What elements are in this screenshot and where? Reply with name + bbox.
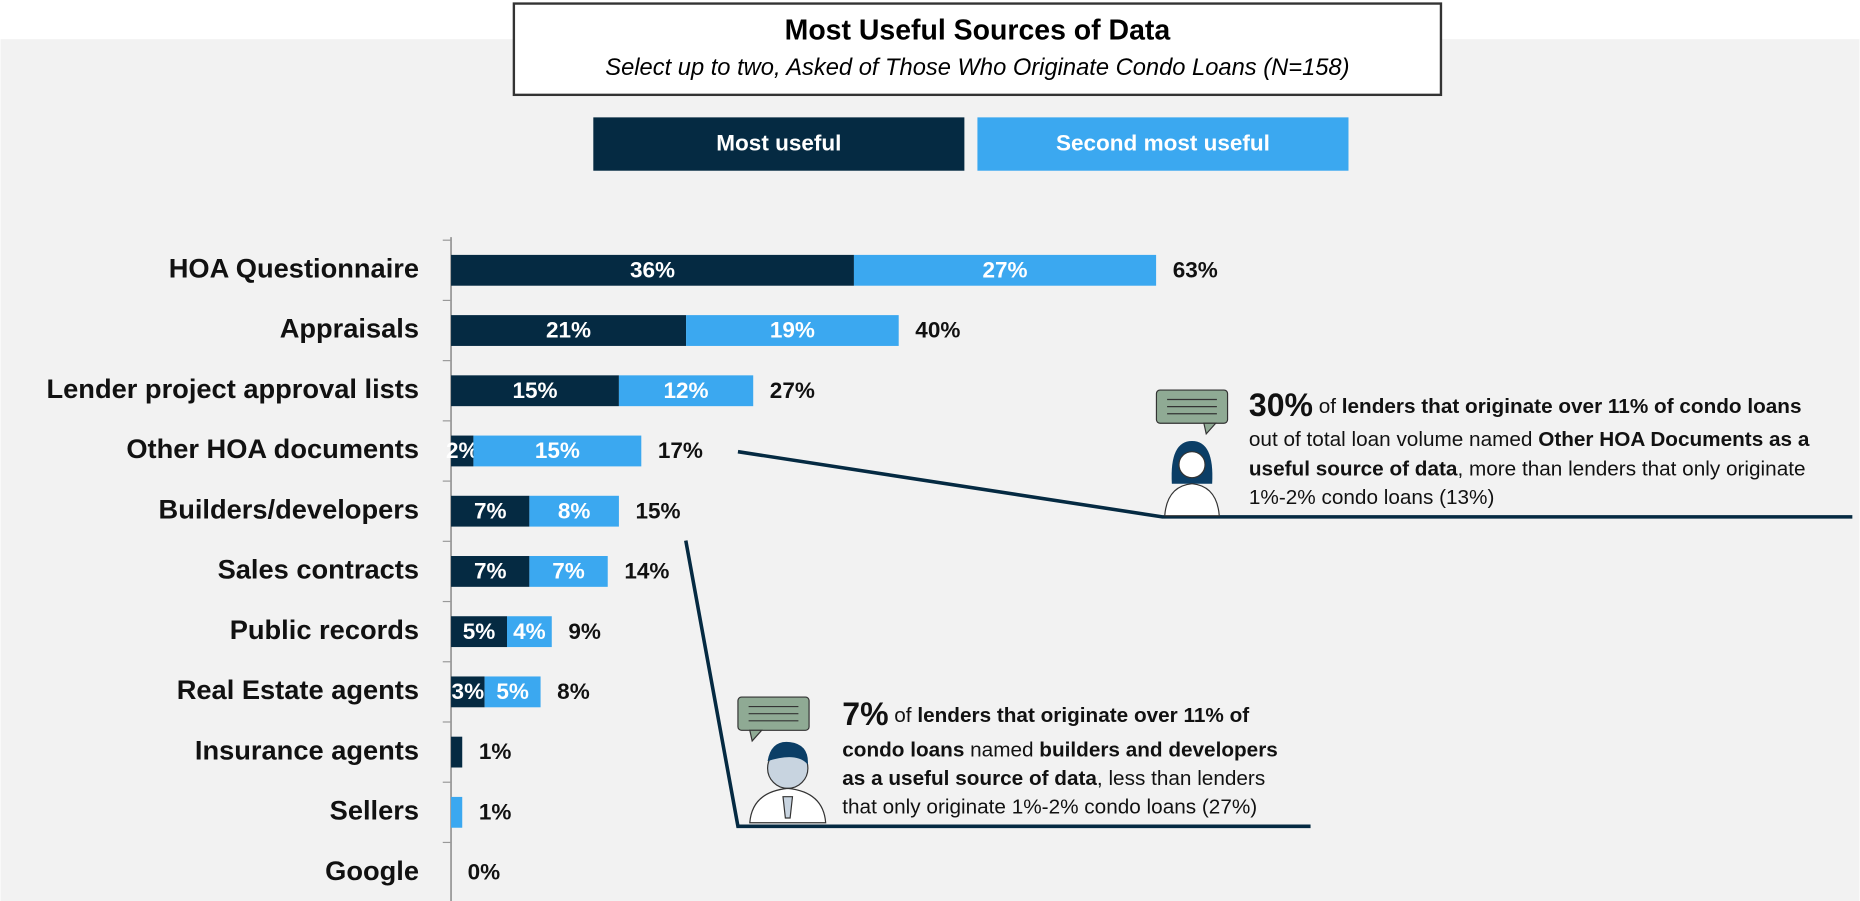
annotation-text: , less than lenders: [1097, 768, 1265, 791]
bar-segment: [853, 254, 1157, 286]
bar-value-label: 7%: [474, 498, 507, 523]
category-label: Sales contracts: [218, 554, 419, 585]
total-label: 27%: [770, 378, 815, 403]
annotation-text: as a useful source of data: [842, 768, 1097, 791]
bar-value-label: 19%: [770, 318, 815, 343]
category-label: Lender project approval lists: [47, 373, 420, 404]
category-label: HOA Questionnaire: [169, 253, 419, 284]
legend-label: Second most useful: [1056, 131, 1270, 156]
total-label: 14%: [624, 559, 669, 584]
chart-title: Most Useful Sources of Data: [785, 15, 1171, 47]
annotation-text: builders and developers: [1039, 739, 1278, 762]
total-label: 40%: [915, 318, 960, 343]
bar-value-label: 7%: [552, 559, 585, 584]
total-label: 0%: [468, 860, 501, 885]
annotation-text: lenders that originate over 11% of: [917, 705, 1249, 728]
annotation-text: Other HOA Documents as a: [1538, 429, 1810, 452]
annotation-text: useful source of data: [1249, 458, 1458, 481]
annotation-text: , more than lenders that only originate: [1457, 458, 1805, 481]
callout-line: [684, 540, 1311, 829]
bar-value-label: 27%: [982, 257, 1027, 282]
bar-segment: [451, 435, 474, 467]
total-label: 15%: [636, 498, 681, 523]
annotation-line: that only originate 1%-2% condo loans (2…: [842, 796, 1257, 819]
bar-segment: [529, 556, 608, 587]
total-label: 17%: [658, 438, 703, 463]
bar-segment: [451, 616, 508, 648]
bar-segment: [507, 616, 552, 648]
total-label: 1%: [479, 739, 512, 764]
annotation-line: useful source of data, more than lenders…: [1249, 458, 1806, 481]
bar-value-label: 12%: [664, 378, 709, 403]
callout-line: [737, 449, 1853, 519]
total-label: 1%: [479, 799, 512, 824]
bar-value-label: 5%: [463, 619, 496, 644]
annotation-text: 30%: [1249, 387, 1313, 423]
annotation-line: 1%-2% condo loans (13%): [1249, 487, 1495, 510]
annotation-text: condo loans: [842, 739, 964, 762]
annotation-text: 1%-2% condo loans (13%): [1249, 487, 1495, 510]
title-box: [512, 2, 1443, 97]
bar-value-label: 36%: [630, 257, 675, 282]
category-label: Real Estate agents: [177, 674, 419, 705]
annotation-text: of: [889, 705, 918, 728]
annotation-text: that only originate 1%-2% condo loans (2…: [842, 796, 1257, 819]
legend-label: Most useful: [716, 131, 841, 156]
bar-segment: [451, 736, 463, 768]
bar-segment: [451, 556, 530, 587]
bar-segment: [451, 254, 854, 286]
legend-swatch: [593, 117, 965, 171]
annotation-line: condo loans named builders and developer…: [842, 739, 1278, 762]
category-label: Sellers: [330, 795, 419, 826]
annotation-line: as a useful source of data, less than le…: [842, 768, 1265, 791]
total-label: 9%: [568, 619, 601, 644]
annotation-line: 30% of lenders that originate over 11% o…: [1249, 387, 1802, 423]
bar-value-label: 15%: [535, 438, 580, 463]
annotation-text: lenders that originate over 11% of condo…: [1342, 395, 1802, 418]
total-label: 63%: [1173, 257, 1218, 282]
bar-value-label: 15%: [512, 378, 557, 403]
bar-value-label: 4%: [513, 619, 546, 644]
category-label: Other HOA documents: [126, 433, 419, 464]
bar-value-label: 21%: [546, 318, 591, 343]
annotation-text: out of total loan volume named: [1249, 429, 1538, 452]
category-label: Public records: [230, 614, 419, 645]
annotation-text: of: [1313, 395, 1342, 418]
category-label: Builders/developers: [159, 493, 419, 524]
category-label: Insurance agents: [195, 734, 419, 765]
bar-segment: [451, 495, 530, 527]
category-label: Appraisals: [280, 313, 419, 344]
bar-value-label: 3%: [452, 679, 485, 704]
bar-segment: [451, 676, 485, 708]
annotation-text: 7%: [842, 697, 888, 733]
total-label: 8%: [557, 679, 590, 704]
bar-segment: [529, 495, 619, 527]
background: [0, 39, 1860, 901]
bar-segment: [686, 315, 899, 346]
annotation-line: 7% of lenders that originate over 11% of: [842, 697, 1249, 733]
bar-segment: [484, 676, 541, 708]
icon-woman: [1155, 389, 1229, 517]
bar-segment: [451, 375, 619, 407]
bar-segment: [451, 315, 687, 346]
chart-subtitle: Select up to two, Asked of Those Who Ori…: [605, 55, 1349, 81]
icon-man: [737, 696, 827, 824]
bar-value-label: 8%: [558, 498, 591, 523]
annotation-text: named: [964, 739, 1039, 762]
bar-value-label: 2%: [446, 438, 479, 463]
bar-segment: [618, 375, 754, 407]
bar-value-label: 5%: [496, 679, 529, 704]
bar-value-label: 7%: [474, 559, 507, 584]
annotation-line: out of total loan volume named Other HOA…: [1249, 429, 1810, 452]
bar-segment: [451, 796, 463, 828]
category-label: Google: [325, 855, 419, 886]
bar-segment: [473, 435, 642, 467]
legend-swatch: [977, 117, 1349, 171]
